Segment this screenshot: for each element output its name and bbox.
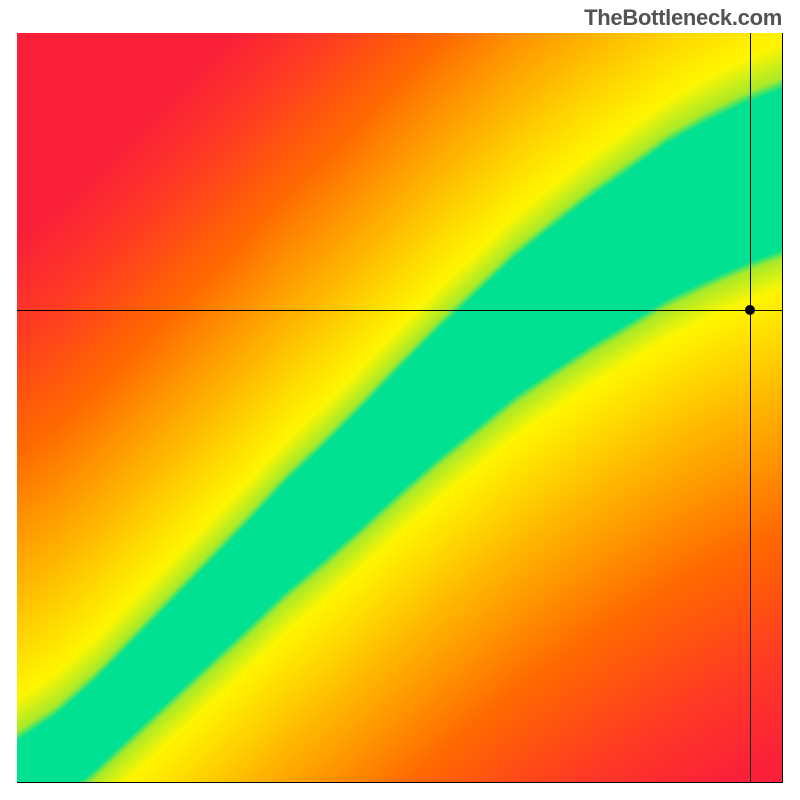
crosshair-vertical xyxy=(750,33,751,783)
axis-bottom-line xyxy=(17,782,783,783)
heatmap-plot xyxy=(17,33,783,783)
heatmap-canvas xyxy=(17,33,783,783)
crosshair-dot xyxy=(745,305,755,315)
watermark-text: TheBottleneck.com xyxy=(584,5,782,31)
crosshair-horizontal xyxy=(17,310,783,311)
axis-right-line xyxy=(782,33,783,783)
